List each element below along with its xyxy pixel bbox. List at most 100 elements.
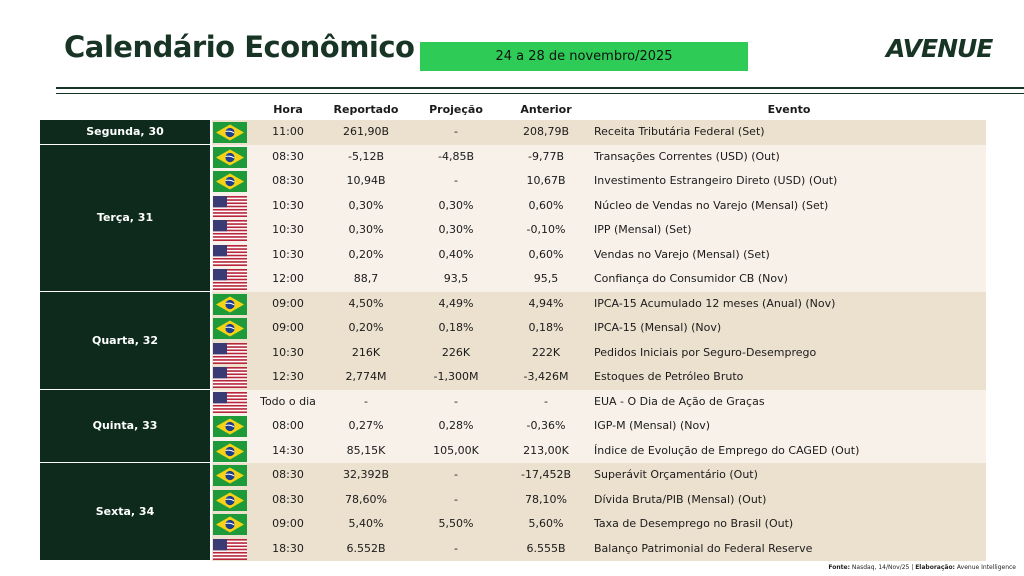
reportado-cell: 32,392B	[342, 468, 390, 481]
evento-cell: Índice de Evolução de Emprego do CAGED (…	[594, 443, 860, 457]
day-label-block: Sexta, 34	[40, 463, 210, 560]
us-flag-icon	[213, 538, 247, 560]
us-flag-icon	[213, 342, 247, 364]
anterior-cell: 213,00K	[523, 443, 569, 457]
hora-cell: 09:00	[272, 517, 304, 530]
header-divider-thin	[56, 93, 1024, 94]
table-row: 09:00 0,20% 0,18% 0,18% IPCA-15 (Mensal) (No…	[212, 316, 986, 341]
table-row: 09:00 5,40% 5,50% 5,60% Taxa de Desemprego n…	[212, 512, 986, 537]
page-title: Calendário Econômico	[64, 30, 415, 64]
evento-cell: Dívida Bruta/PIB (Mensal) (Out)	[594, 492, 767, 506]
projecao-cell: 93,5	[443, 272, 469, 285]
day-label-block: Quinta, 33	[40, 389, 210, 462]
anterior-cell: 208,79B	[522, 125, 570, 138]
table-row: 08:30 78,60% - 78,10% Dívida Bruta/PIB (Mens…	[212, 487, 986, 512]
projecao-cell: -	[454, 541, 458, 555]
anterior-cell: 95,5	[533, 272, 559, 285]
table-header: Hora Reportado Projeção Anterior Evento	[0, 100, 1024, 120]
projecao-cell: 105,00K	[433, 443, 479, 457]
footer-fonte-value: Nasdaq, 14/Nov/25 |	[851, 564, 914, 571]
anterior-cell: 10,67B	[526, 174, 566, 187]
footer-elaboracao-value: Avenue Intelligence	[956, 564, 1016, 571]
projecao-cell: 226K	[441, 345, 471, 359]
anterior-cell: 0,18%	[528, 321, 564, 334]
hora-cell: 08:30	[272, 174, 304, 187]
anterior-cell: -3,426M	[523, 370, 569, 383]
table-row: 18:30 6.552B - 6.555B Balanço Patrimonial do…	[212, 536, 986, 561]
projecao-cell: 0,30%	[438, 223, 474, 236]
anterior-cell: -9,77B	[527, 149, 564, 163]
reportado-cell: 261,90B	[342, 125, 390, 138]
reportado-cell: 88,7	[353, 272, 379, 285]
hora-cell: 08:30	[272, 149, 304, 163]
evento-cell: IPP (Mensal) (Set)	[594, 223, 692, 236]
brazil-flag-icon	[213, 318, 247, 339]
evento-cell: Núcleo de Vendas no Varejo (Mensal) (Set…	[594, 198, 829, 212]
table-row: 10:30 216K 226K 222K Pedidos Iniciais por Se…	[212, 340, 986, 365]
anterior-cell: 4,94%	[528, 296, 564, 310]
evento-cell: Estoques de Petróleo Bruto	[594, 370, 744, 383]
evento-cell: EUA - O Dia de Ação de Graças	[594, 394, 765, 408]
table-row: 10:30 0,20% 0,40% 0,60% Vendas no Varejo (Me…	[212, 242, 986, 267]
hora-cell: 08:30	[272, 492, 304, 506]
table-row: 11:00 261,90B - 208,79B Receita Tributária F…	[212, 120, 986, 145]
brazil-flag-icon	[213, 440, 247, 462]
hora-cell: 11:00	[272, 125, 304, 138]
us-flag-icon	[213, 269, 247, 290]
projecao-cell: 4,49%	[438, 296, 474, 310]
table-row: 10:30 0,30% 0,30% 0,60% Núcleo de Vendas no …	[212, 193, 986, 218]
reportado-cell: 85,15K	[346, 443, 386, 457]
header-divider	[56, 87, 1024, 89]
projecao-cell: 0,18%	[438, 321, 474, 334]
anterior-cell: 0,60%	[528, 247, 564, 261]
hora-cell: 08:00	[272, 419, 304, 432]
reportado-cell: 0,20%	[348, 321, 384, 334]
evento-cell: Balanço Patrimonial do Federal Reserve	[594, 541, 813, 555]
table-row: 09:00 4,50% 4,49% 4,94% IPCA-15 Acumulado 12…	[212, 291, 986, 316]
reportado-cell: 216K	[351, 345, 381, 359]
table-row: 08:00 0,27% 0,28% -0,36% IGP-M (Mensal) (Nov…	[212, 414, 986, 439]
evento-cell: Receita Tributária Federal (Set)	[594, 125, 765, 138]
anterior-cell: -17,452B	[520, 468, 571, 481]
date-range-banner: 24 a 28 de novembro/2025	[420, 42, 748, 71]
anterior-cell: -0,36%	[526, 419, 566, 432]
us-flag-icon	[213, 367, 247, 388]
footer-elaboracao-label: Elaboração:	[915, 564, 955, 571]
brazil-flag-icon	[213, 293, 247, 315]
evento-cell: Superávit Orçamentário (Out)	[594, 468, 758, 481]
projecao-cell: 0,40%	[438, 247, 474, 261]
hora-cell: 10:30	[272, 345, 304, 359]
table-row: 12:00 88,7 93,5 95,5 Confiança do Consumidor…	[212, 267, 986, 292]
footer-source: Fonte: Nasdaq, 14/Nov/25 | Elaboração: A…	[828, 564, 1016, 571]
hora-cell: Todo o dia	[260, 394, 316, 408]
evento-cell: Investimento Estrangeiro Direto (USD) (O…	[594, 174, 838, 187]
evento-cell: IPCA-15 (Mensal) (Nov)	[594, 321, 722, 334]
anterior-cell: 78,10%	[525, 492, 567, 506]
reportado-cell: 10,94B	[346, 174, 386, 187]
projecao-cell: -	[454, 492, 458, 506]
reportado-cell: 0,30%	[348, 223, 384, 236]
projecao-cell: -	[454, 468, 458, 481]
avenue-logo: AVENUE	[886, 34, 993, 63]
projecao-cell: -	[454, 174, 458, 187]
reportado-cell: 2,774M	[345, 370, 387, 383]
brazil-flag-icon	[213, 122, 247, 143]
reportado-cell: 0,20%	[348, 247, 384, 261]
us-flag-icon	[213, 244, 247, 266]
column-header-anterior: Anterior	[520, 103, 572, 116]
us-flag-icon	[213, 195, 247, 217]
hora-cell: 09:00	[272, 321, 304, 334]
brazil-flag-icon	[213, 489, 247, 511]
reportado-cell: 78,60%	[345, 492, 387, 506]
table-row: 12:30 2,774M -1,300M -3,426M Estoques de Pet…	[212, 365, 986, 390]
projecao-cell: -	[454, 394, 458, 408]
projecao-cell: 0,30%	[438, 198, 474, 212]
hora-cell: 09:00	[272, 296, 304, 310]
footer-fonte-label: Fonte:	[828, 564, 850, 571]
anterior-cell: -	[544, 394, 548, 408]
brazil-flag-icon	[213, 171, 247, 192]
brazil-flag-icon	[213, 146, 247, 168]
evento-cell: IGP-M (Mensal) (Nov)	[594, 419, 711, 432]
hora-cell: 10:30	[272, 223, 304, 236]
table-row: 08:30 -5,12B -4,85B -9,77B Transações Corren…	[212, 144, 986, 169]
